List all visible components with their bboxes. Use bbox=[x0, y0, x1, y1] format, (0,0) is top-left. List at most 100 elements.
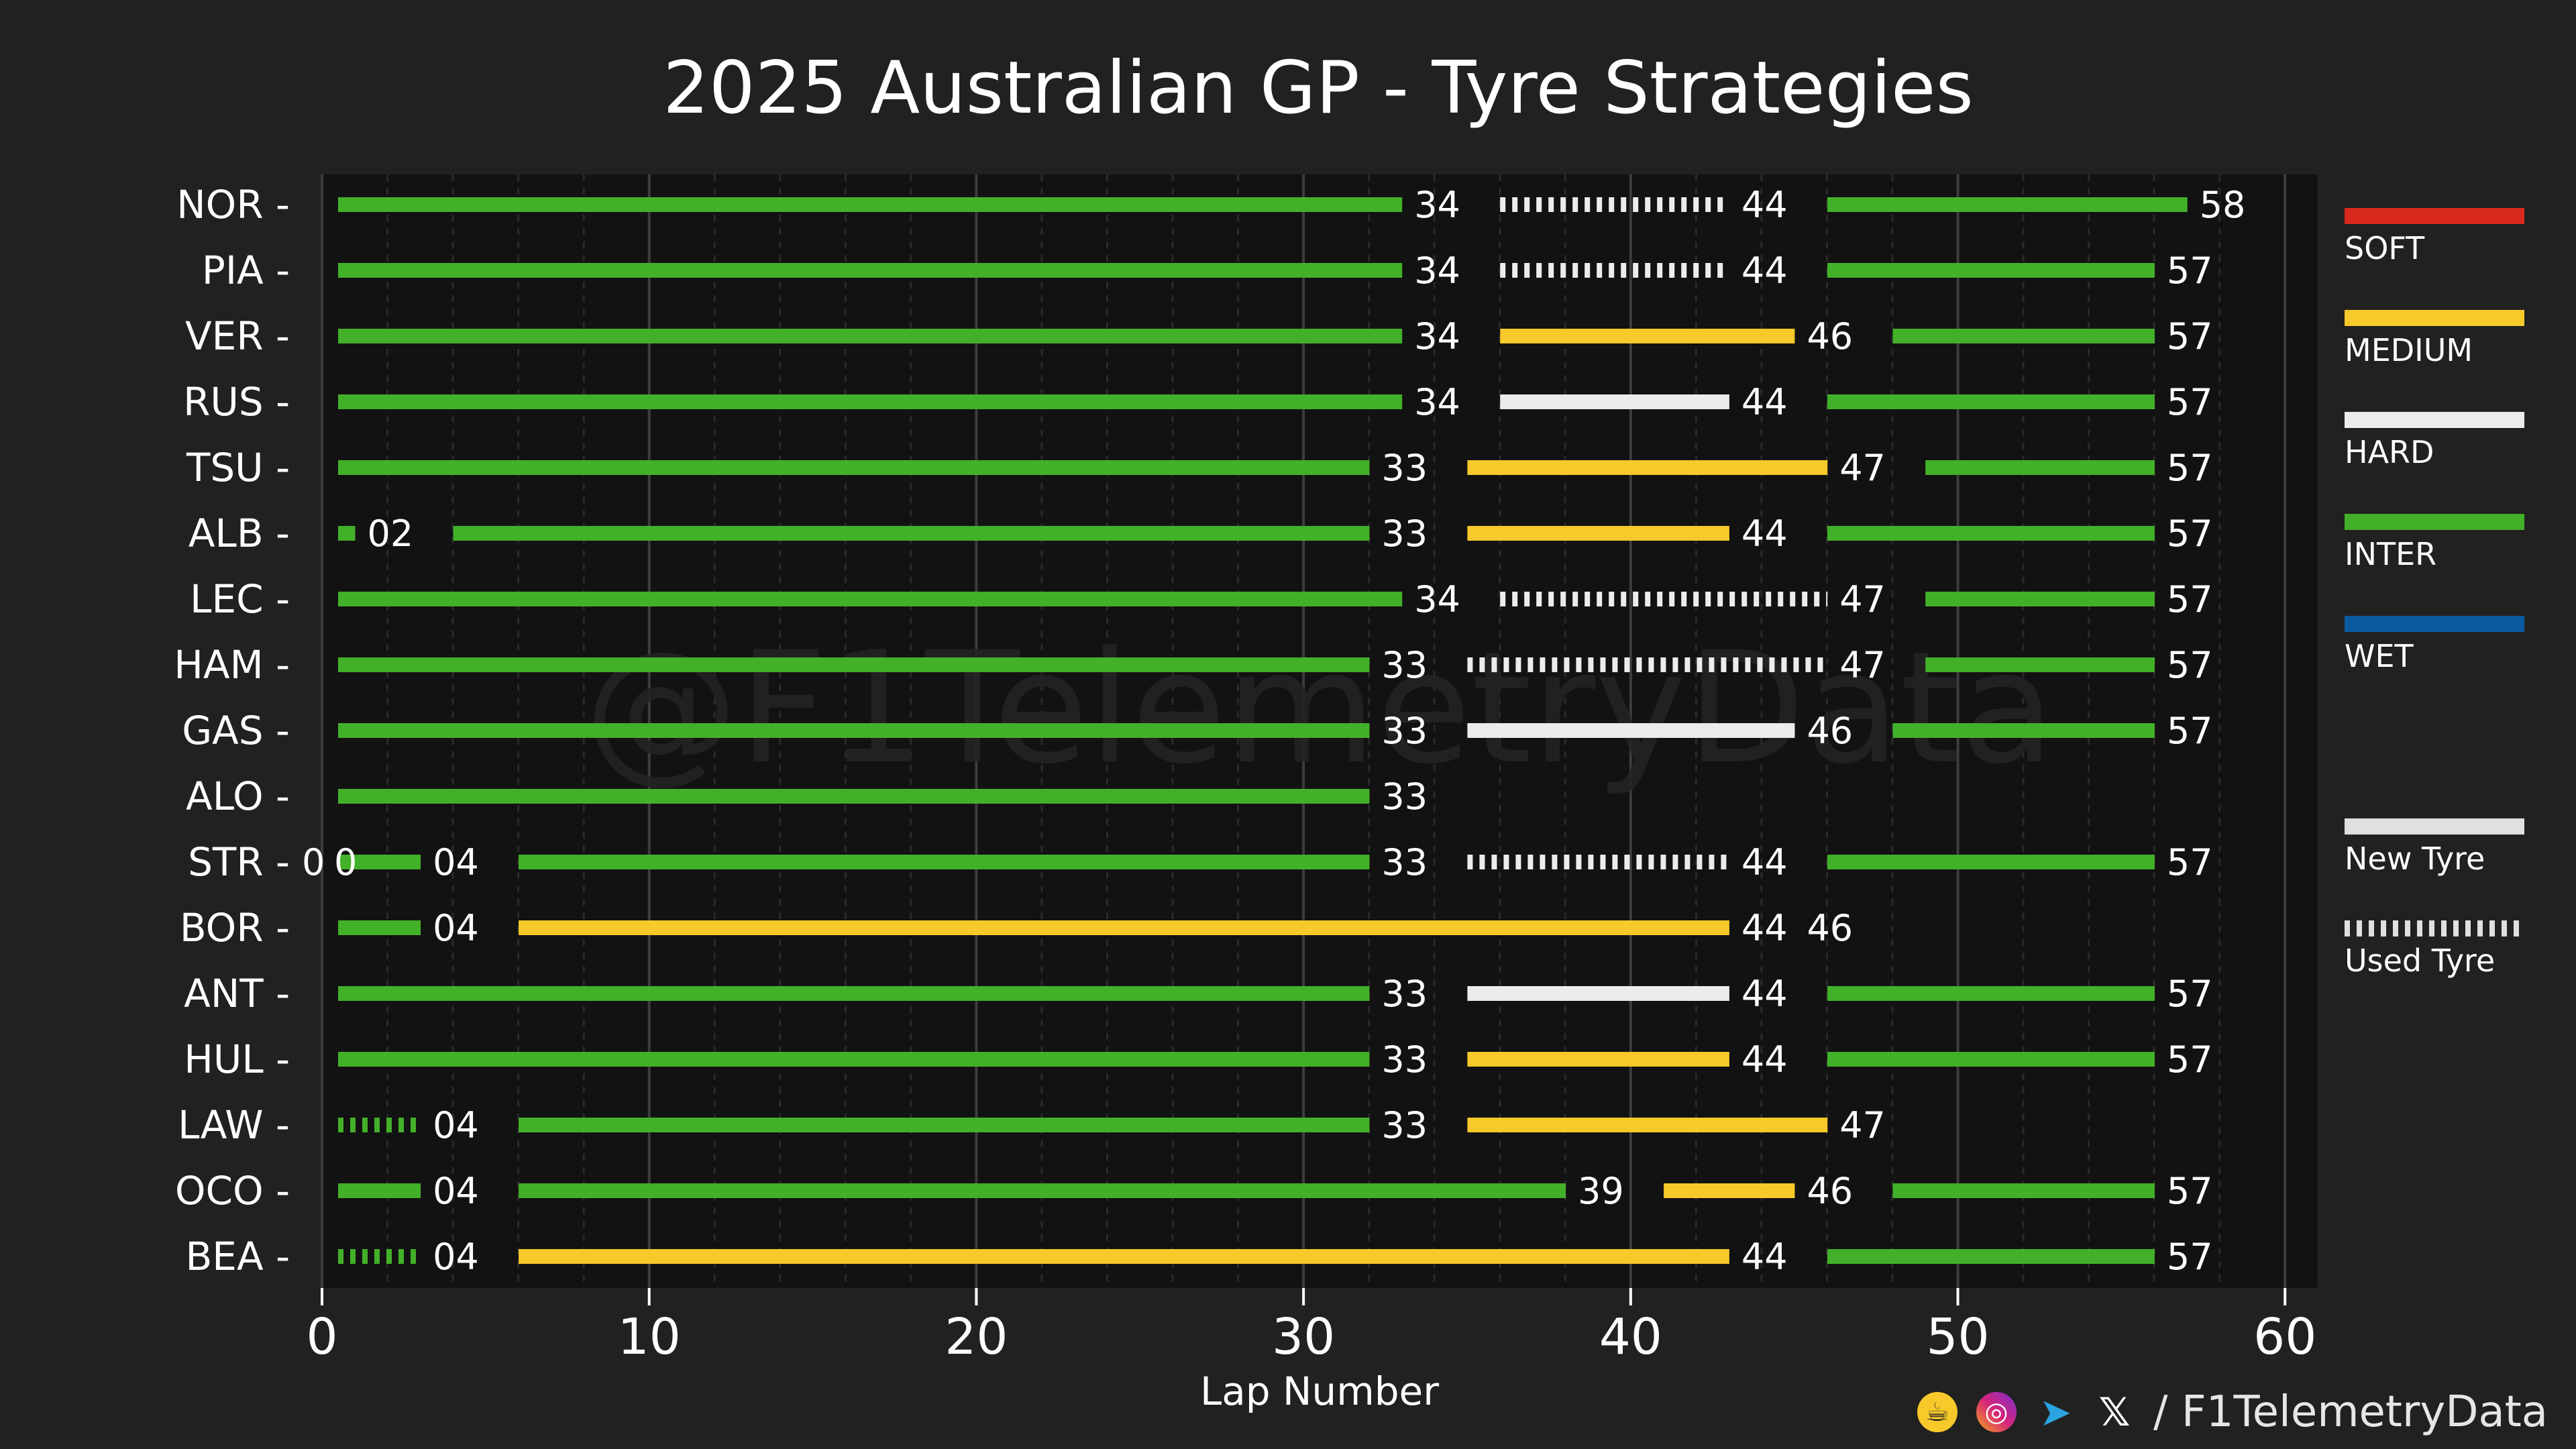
legend-label: SOFT bbox=[2345, 230, 2425, 266]
y-tick-label: ALO - bbox=[186, 773, 290, 819]
stint-end-label: 44 bbox=[1741, 184, 1788, 226]
chart-title: 2025 Australian GP - Tyre Strategies bbox=[663, 46, 1974, 130]
axes-layer: NOR - PIA - VER - RUS - TSU - ALB - LEC - HAM -… bbox=[174, 182, 2316, 1366]
telegram-icon[interactable]: ➤ bbox=[2039, 1389, 2072, 1435]
legend-swatch bbox=[2345, 208, 2524, 224]
stint-end-label: 57 bbox=[2167, 250, 2213, 292]
stint-end-label: 58 bbox=[2200, 184, 2246, 226]
legend-new-swatch bbox=[2345, 818, 2524, 835]
legend-label: HARD bbox=[2345, 434, 2434, 470]
stint-end-label: 57 bbox=[2167, 1236, 2213, 1278]
stint-end-label: 57 bbox=[2167, 841, 2213, 883]
stint-end-label: 57 bbox=[2167, 381, 2213, 423]
y-tick-label: HUL - bbox=[184, 1036, 290, 1082]
stint-end-label: 57 bbox=[2167, 447, 2213, 489]
stint-end-label: 46 bbox=[1807, 315, 1853, 358]
stint-end-label: 44 bbox=[1741, 381, 1788, 423]
legend-new-label: New Tyre bbox=[2345, 841, 2485, 877]
instagram-icon[interactable]: ◎ bbox=[1976, 1392, 2017, 1432]
y-tick-label: TSU - bbox=[186, 445, 290, 490]
stint-end-label: 34 bbox=[1414, 184, 1460, 226]
legend-swatch bbox=[2345, 514, 2524, 530]
legend-swatch bbox=[2345, 412, 2524, 428]
stint-end-label: 0 bbox=[334, 841, 357, 883]
stint-end-label: 46 bbox=[1807, 710, 1853, 752]
buymeacoffee-icon[interactable]: ☕ bbox=[1917, 1392, 1957, 1432]
stint-end-label: 44 bbox=[1741, 841, 1788, 883]
x-tick-label: 40 bbox=[1599, 1308, 1662, 1366]
stint-end-label: 33 bbox=[1381, 1104, 1428, 1146]
stint-end-label: 33 bbox=[1381, 973, 1428, 1015]
stint-end-label: 44 bbox=[1741, 513, 1788, 555]
x-tick-label: 30 bbox=[1272, 1308, 1335, 1366]
stint-end-label: 33 bbox=[1381, 447, 1428, 489]
legend-used-label: Used Tyre bbox=[2345, 943, 2495, 979]
stint-end-label: 44 bbox=[1741, 250, 1788, 292]
y-tick-label: NOR - bbox=[176, 182, 290, 227]
stint-end-label: 47 bbox=[1839, 644, 1886, 686]
y-tick-label: PIA - bbox=[202, 248, 290, 293]
watermark: @F1TelemetryData bbox=[584, 619, 2055, 798]
legend-label: WET bbox=[2345, 638, 2414, 674]
legend-swatch bbox=[2345, 310, 2524, 326]
stint-end-label: 44 bbox=[1741, 1038, 1788, 1081]
footer-handle[interactable]: / F1TelemetryData bbox=[2153, 1387, 2548, 1437]
legend-label: MEDIUM bbox=[2345, 332, 2473, 368]
x-tick-label: 20 bbox=[945, 1308, 1008, 1366]
x-axis-label: Lap Number bbox=[1200, 1368, 1439, 1414]
stint-end-label: 04 bbox=[433, 1170, 479, 1212]
stint-end-label: 33 bbox=[1381, 710, 1428, 752]
stint-end-label: 57 bbox=[2167, 1038, 2213, 1081]
x-tick-label: 60 bbox=[2253, 1308, 2316, 1366]
stint-end-label: 0 bbox=[302, 841, 325, 883]
stint-end-label: 34 bbox=[1414, 578, 1460, 621]
stint-end-label: 44 bbox=[1741, 1236, 1788, 1278]
stint-end-label: 33 bbox=[1381, 513, 1428, 555]
legend: SOFT MEDIUM HARD INTER WET New Tyre Used Tyre bbox=[2345, 208, 2524, 979]
x-icon[interactable]: 𝕏 bbox=[2098, 1389, 2131, 1435]
labels-layer: 34 44 58 34 44 57 34 46 57 34 44 57 33 47 57 02 33 44 57 34… bbox=[302, 184, 2245, 1278]
stint-end-label: 34 bbox=[1414, 315, 1460, 358]
legend-label: INTER bbox=[2345, 536, 2436, 572]
y-tick-label: LAW - bbox=[178, 1102, 290, 1148]
stint-end-label: 33 bbox=[1381, 644, 1428, 686]
stint-end-label: 57 bbox=[2167, 578, 2213, 621]
y-tick-label: STR - bbox=[188, 839, 290, 885]
stint-end-label: 04 bbox=[433, 907, 479, 949]
footer: ☕ ◎ ➤ 𝕏 / F1TelemetryData bbox=[1917, 1387, 2548, 1437]
y-tick-label: BEA - bbox=[186, 1234, 290, 1279]
stint-end-label: 44 bbox=[1741, 973, 1788, 1015]
stint-end-label: 57 bbox=[2167, 973, 2213, 1015]
stint-end-label: 57 bbox=[2167, 315, 2213, 358]
stint-end-label: 57 bbox=[2167, 644, 2213, 686]
stint-end-label: 44 bbox=[1741, 907, 1788, 949]
bars-layer bbox=[338, 197, 2188, 1264]
stint-end-label: 02 bbox=[368, 513, 414, 555]
stint-end-label: 39 bbox=[1578, 1170, 1624, 1212]
stint-end-label: 33 bbox=[1381, 775, 1428, 818]
stint-end-label: 46 bbox=[1807, 1170, 1853, 1212]
y-tick-label: ANT - bbox=[184, 971, 290, 1016]
y-tick-label: HAM - bbox=[174, 642, 290, 688]
stint-end-label: 04 bbox=[433, 841, 479, 883]
stint-end-label: 34 bbox=[1414, 381, 1460, 423]
x-tick-label: 50 bbox=[1926, 1308, 1989, 1366]
stint-end-label: 04 bbox=[433, 1104, 479, 1146]
stint-end-label: 47 bbox=[1839, 447, 1886, 489]
stint-end-label: 57 bbox=[2167, 710, 2213, 752]
stint-end-label: 33 bbox=[1381, 1038, 1428, 1081]
y-tick-label: LEC - bbox=[190, 576, 290, 622]
y-tick-label: VER - bbox=[185, 313, 290, 359]
stint-end-label: 04 bbox=[433, 1236, 479, 1278]
stint-end-label: 57 bbox=[2167, 1170, 2213, 1212]
y-tick-label: OCO - bbox=[175, 1168, 290, 1214]
stint-end-label: 33 bbox=[1381, 841, 1428, 883]
y-tick-label: ALB - bbox=[189, 511, 290, 556]
x-tick-label: 10 bbox=[618, 1308, 681, 1366]
legend-swatch bbox=[2345, 616, 2524, 632]
y-tick-label: BOR - bbox=[180, 905, 290, 951]
y-tick-label: RUS - bbox=[183, 379, 290, 425]
stint-end-label: 46 bbox=[1807, 907, 1853, 949]
stint-end-label: 34 bbox=[1414, 250, 1460, 292]
